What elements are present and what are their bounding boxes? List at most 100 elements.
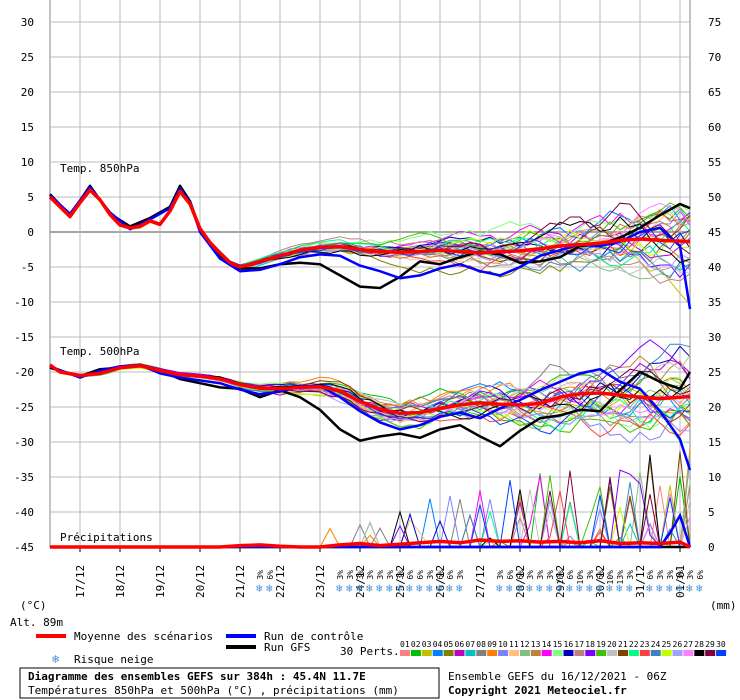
snowflake-icon: ❄ (396, 582, 403, 595)
left-tick-label: -25 (14, 401, 34, 414)
perturbation-id: 16 (564, 640, 574, 649)
snowflake-icon: ❄ (256, 582, 263, 595)
snowflake-icon: ❄ (356, 582, 363, 595)
perturbation-id: 11 (509, 640, 519, 649)
left-tick-label: -40 (14, 506, 34, 519)
gridlines (49, 0, 691, 552)
perturbation-swatch (498, 650, 509, 656)
left-tick-label: -35 (14, 471, 34, 484)
perturbation-swatch (650, 650, 661, 656)
main-series-lines (48, 184, 692, 549)
snow-percent-label: 10% (556, 570, 565, 585)
right-tick-label: 70 (708, 51, 721, 64)
x-tick-label: 19/12 (154, 565, 167, 598)
perturbation-id: 21 (618, 640, 628, 649)
x-tick-label: 18/12 (114, 565, 127, 598)
left-tick-label: -30 (14, 436, 34, 449)
snow-percent-label: 6% (566, 570, 575, 580)
snow-percent-label: 3% (456, 570, 465, 580)
snow-percent-label: 3% (426, 570, 435, 580)
snowflake-icon: ❄ (346, 582, 353, 595)
copyright: Copyright 2021 Meteociel.fr (448, 684, 627, 697)
perturbation-id: 04 (433, 640, 443, 649)
snow-percent-label: 3% (346, 570, 355, 580)
legend-label-mean: Moyenne des scénarios (74, 630, 213, 643)
series-line-precip (50, 538, 691, 549)
snow-percent-label: 3% (256, 570, 265, 580)
series-line-t500 (48, 363, 691, 416)
perturbation-id: 23 (640, 640, 650, 649)
perturbation-id: 01 (400, 640, 410, 649)
left-tick-label: -45 (14, 541, 34, 554)
panel-label-t850: Temp. 850hPa (60, 162, 139, 175)
snow-percent-label: 6% (646, 570, 655, 580)
perturbation-swatch (454, 650, 465, 656)
snowflake-icon: ❄ (506, 582, 513, 595)
perturbation-id: 18 (585, 640, 595, 649)
snow-percent-label: 6% (416, 570, 425, 580)
perturbation-id: 12 (520, 640, 530, 649)
snowflake-icon: ❄ (686, 582, 693, 595)
x-tick-label: 23/12 (314, 565, 327, 598)
snowflake-icon: ❄ (596, 582, 603, 595)
perturbation-id: 06 (455, 640, 465, 649)
snowflake-icon: ❄ (646, 582, 653, 595)
snowflake-icon: ❄ (426, 582, 433, 595)
perturbation-swatch (400, 650, 410, 656)
left-tick-label: 30 (21, 16, 34, 29)
snow-percent-label: 3% (546, 570, 555, 580)
snowflake-icon: ❄ (406, 582, 413, 595)
x-tick-label: 01/01 (674, 565, 687, 598)
perturbation-id: 10 (498, 640, 508, 649)
snowflake-icon: ❄ (52, 652, 59, 666)
snow-percent-label: 6% (506, 570, 515, 580)
snowflake-icon: ❄ (626, 582, 633, 595)
x-tick-label: 21/12 (234, 565, 247, 598)
snowflake-icon: ❄ (566, 582, 573, 595)
snow-risk-label: Risque neige (74, 653, 153, 666)
info-box (19, 667, 440, 699)
right-tick-label: 50 (708, 191, 721, 204)
snow-percent-label: 3% (496, 570, 505, 580)
snow-percent-label: 6% (436, 570, 445, 580)
perturbation-swatch (519, 650, 530, 656)
snow-percent-label: 10% (576, 570, 585, 585)
snowflake-icon: ❄ (616, 582, 623, 595)
snowflake-icon: ❄ (536, 582, 543, 595)
perturbation-id: 09 (487, 640, 497, 649)
perturbation-id: 22 (629, 640, 639, 649)
left-tick-label: 20 (21, 86, 34, 99)
snowflake-icon: ❄ (586, 582, 593, 595)
x-tick-label: 25/12 (394, 565, 407, 598)
left-tick-label: -5 (21, 261, 34, 274)
x-tick-label: 29/12 (554, 565, 567, 598)
left-tick-label: -20 (14, 366, 34, 379)
right-axis-unit: (mm) (710, 599, 737, 612)
perturbation-id: 30 (716, 640, 726, 649)
snow-percent-label: 6% (696, 570, 705, 580)
x-tick-label: 26/12 (434, 565, 447, 598)
snowflake-icon: ❄ (456, 582, 463, 595)
left-tick-label: -10 (14, 296, 34, 309)
left-axis-unit: (°C) (20, 599, 47, 612)
snow-percent-label: 3% (356, 570, 365, 580)
perturbation-id: 03 (422, 640, 432, 649)
perturbation-swatch (509, 650, 519, 656)
snowflake-icon: ❄ (526, 582, 533, 595)
left-tick-label: 5 (27, 191, 34, 204)
snow-percent-label: 3% (376, 570, 385, 580)
snow-percent-label: 3% (366, 570, 375, 580)
perturbation-id: 19 (596, 640, 606, 649)
snow-percent-label: 6% (596, 570, 605, 580)
right-tick-label: 10 (708, 471, 721, 484)
right-tick-label: 30 (708, 331, 721, 344)
perturbation-swatch (563, 650, 574, 656)
x-tick-label: 22/12 (274, 565, 287, 598)
snowflake-icon: ❄ (606, 582, 613, 595)
right-tick-label: 65 (708, 86, 721, 99)
perturbation-swatch (639, 650, 650, 656)
snowflake-icon: ❄ (266, 582, 273, 595)
perturbation-swatch (552, 650, 563, 656)
